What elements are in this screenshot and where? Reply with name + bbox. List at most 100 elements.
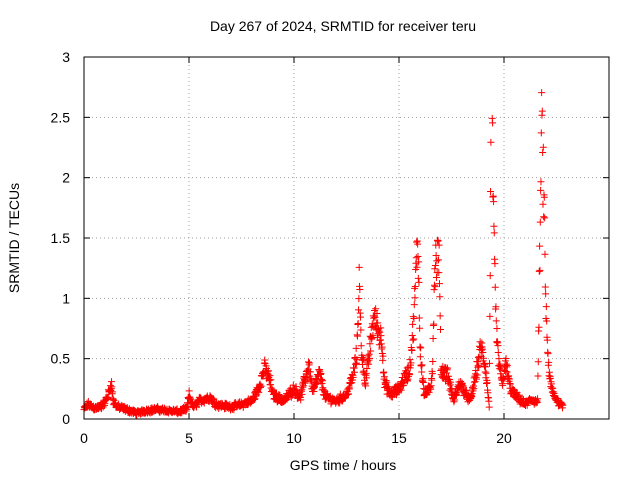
data-point-marker bbox=[374, 319, 382, 327]
data-point-marker bbox=[546, 374, 554, 382]
data-point-marker bbox=[506, 380, 514, 388]
data-point-marker bbox=[425, 388, 433, 396]
data-point-marker bbox=[380, 373, 388, 381]
data-point-marker bbox=[544, 350, 552, 358]
data-point-marker bbox=[434, 237, 442, 245]
data-point-marker bbox=[431, 265, 439, 273]
data-point-marker bbox=[445, 372, 453, 380]
data-point-marker bbox=[397, 386, 405, 394]
data-point-marker bbox=[406, 356, 414, 364]
data-point-marker bbox=[515, 391, 523, 399]
data-point-marker bbox=[379, 352, 387, 360]
data-point-marker bbox=[428, 376, 436, 384]
data-point-marker bbox=[444, 364, 452, 372]
data-point-marker bbox=[104, 393, 112, 401]
data-point-marker bbox=[306, 368, 314, 376]
data-point-marker bbox=[350, 368, 358, 376]
data-point-marker bbox=[538, 89, 546, 97]
data-point-marker bbox=[352, 344, 360, 352]
data-point-marker bbox=[366, 354, 374, 362]
tick-labels: 0 5 10 15 20 0 0.5 1 1.5 2 2.5 3 bbox=[51, 49, 512, 446]
data-point-marker bbox=[432, 274, 440, 282]
data-point-marker bbox=[257, 382, 265, 390]
data-point-marker bbox=[372, 305, 380, 313]
data-point-marker bbox=[307, 377, 315, 385]
data-point-marker bbox=[482, 363, 490, 371]
data-point-marker bbox=[409, 313, 417, 321]
data-point-marker bbox=[414, 253, 422, 261]
data-point-marker bbox=[436, 326, 444, 334]
data-point-marker bbox=[492, 317, 500, 325]
data-point-marker bbox=[489, 119, 497, 127]
data-point-marker bbox=[495, 355, 503, 363]
data-point-marker bbox=[408, 347, 416, 355]
data-point-marker bbox=[491, 283, 499, 291]
data-point-marker bbox=[542, 290, 550, 298]
data-point-marker bbox=[428, 370, 436, 378]
data-point-marker bbox=[534, 372, 542, 380]
data-point-marker bbox=[359, 360, 367, 368]
data-point-marker bbox=[416, 324, 424, 332]
data-point-marker bbox=[185, 394, 193, 402]
y-tick-label: 3 bbox=[62, 49, 70, 65]
data-point-marker bbox=[436, 312, 444, 320]
data-point-marker bbox=[490, 198, 498, 206]
data-point-marker bbox=[470, 385, 478, 393]
data-point-marker bbox=[411, 284, 419, 292]
data-point-marker bbox=[380, 368, 388, 376]
data-point-marker bbox=[355, 306, 363, 314]
y-tick-label: 2.5 bbox=[51, 109, 71, 125]
data-point-marker bbox=[543, 317, 551, 325]
data-point-marker bbox=[494, 348, 502, 356]
plot-frame bbox=[83, 56, 610, 420]
data-point-marker bbox=[411, 294, 419, 302]
data-point-marker bbox=[482, 369, 490, 377]
data-point-marker bbox=[536, 266, 544, 274]
data-point-marker bbox=[317, 369, 325, 377]
data-point-marker bbox=[418, 361, 426, 369]
data-point-marker bbox=[382, 376, 390, 384]
data-point-marker bbox=[355, 263, 363, 271]
data-point-marker bbox=[435, 280, 443, 288]
data-point-marker bbox=[360, 355, 368, 363]
data-point-marker bbox=[432, 252, 440, 260]
data-point-marker bbox=[490, 222, 498, 230]
data-point-marker bbox=[305, 359, 313, 367]
data-point-marker bbox=[385, 383, 393, 391]
data-point-marker bbox=[429, 357, 437, 365]
data-point-marker bbox=[367, 347, 375, 355]
data-point-marker bbox=[363, 374, 371, 382]
data-point-marker bbox=[450, 398, 458, 406]
data-point-marker bbox=[319, 377, 327, 385]
data-point-marker bbox=[375, 327, 383, 335]
data-point-marker bbox=[304, 358, 312, 366]
data-point-marker bbox=[538, 107, 546, 115]
data-point-marker bbox=[540, 193, 548, 201]
data-point-marker bbox=[185, 387, 193, 395]
data-point-marker bbox=[539, 200, 547, 208]
data-point-marker bbox=[410, 335, 418, 343]
data-point-marker bbox=[416, 353, 424, 361]
data-point-marker bbox=[492, 303, 500, 311]
data-point-marker bbox=[483, 379, 491, 387]
data-point-marker bbox=[490, 229, 498, 237]
data-point-marker bbox=[411, 282, 419, 290]
data-point-marker bbox=[486, 272, 494, 280]
data-point-marker bbox=[486, 312, 494, 320]
data-point-marker bbox=[431, 262, 439, 270]
grid-lines bbox=[84, 57, 609, 419]
data-point-marker bbox=[430, 281, 438, 289]
data-point-marker bbox=[410, 301, 418, 309]
y-axis-label: SRMTID / TECUs bbox=[6, 183, 22, 293]
data-point-marker bbox=[377, 324, 385, 332]
data-point-marker bbox=[297, 396, 305, 404]
data-point-marker bbox=[108, 383, 116, 391]
data-point-marker bbox=[418, 368, 426, 376]
data-point-marker bbox=[357, 342, 365, 350]
data-point-marker bbox=[357, 326, 365, 334]
data-point-marker bbox=[417, 344, 425, 352]
data-point-marker bbox=[487, 188, 495, 196]
data-point-marker bbox=[502, 368, 510, 376]
data-point-marker bbox=[543, 336, 551, 344]
